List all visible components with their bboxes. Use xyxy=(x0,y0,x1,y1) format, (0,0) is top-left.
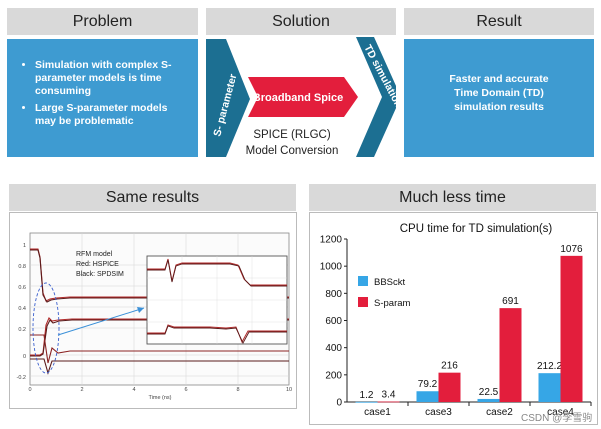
mid-trace xyxy=(30,334,289,364)
waveform-legend-line1: RFM model xyxy=(76,251,113,258)
bar-chart-box: CPU time for TD simulation(s) 0 200 400 600… xyxy=(309,212,598,425)
bar-s-param-case4 xyxy=(560,255,583,402)
bar-bbsckt-case2 xyxy=(477,398,500,402)
chart-legend: BBSckt S-param xyxy=(358,276,411,309)
solution-diagram: S- parameter TD simulation Broadband Spi… xyxy=(206,37,405,159)
waveform-legend-line3: Black: SPDSIM xyxy=(76,271,124,278)
solution-header: Solution xyxy=(206,8,396,35)
zoom-pointer-arrow xyxy=(57,307,145,336)
legend-swatch-sparam xyxy=(358,297,368,307)
data-label-s-param-case3: 216 xyxy=(441,361,458,372)
bar-bbsckt-case3 xyxy=(416,391,439,402)
result-line-2: Time Domain (TD) xyxy=(454,87,544,99)
data-label-s-param-case1: 3.4 xyxy=(382,390,396,401)
y-tick-label-1000: 1000 xyxy=(320,262,343,273)
waveform-legend-line2: Red: HSPICE xyxy=(76,261,119,268)
result-panel: Faster and accurate Time Domain (TD) sim… xyxy=(404,39,594,157)
x-tick-6: 6 xyxy=(184,387,187,393)
data-label-bbsckt-case4: 212.2 xyxy=(537,361,562,372)
legend-swatch-bbsckt xyxy=(358,276,368,286)
cpu-time-bar-chart: CPU time for TD simulation(s) 0 200 400 600… xyxy=(320,223,592,418)
x-tick-label-case2: case2 xyxy=(486,407,513,418)
x-axis-label: Time (ns) xyxy=(148,395,171,401)
waveform-plot-box: 1 0.8 0.6 0.4 0.2 0 -0.2 0 2 4 6 8 10 Ti… xyxy=(9,212,297,409)
result-line-1: Faster and accurate xyxy=(449,73,549,85)
y-tick-minus-0.2: -0.2 xyxy=(17,375,26,381)
s-parameter-chevron xyxy=(206,39,250,157)
y-tick-0: 0 xyxy=(23,354,26,360)
chart-title: CPU time for TD simulation(s) xyxy=(400,223,553,235)
legend-label-sparam: S-param xyxy=(374,298,411,309)
watermark: CSDN @李雪驹 xyxy=(521,413,593,424)
bar-bbsckt-case1 xyxy=(355,401,378,403)
y-tick-label-600: 600 xyxy=(325,316,342,327)
bottom-trace xyxy=(30,358,289,375)
broadband-spice-label: Broadband Spice xyxy=(253,92,343,104)
lower-trace-red xyxy=(30,317,289,356)
highlight-ellipse xyxy=(32,282,60,374)
x-tick-label-case3: case3 xyxy=(425,407,452,418)
result-line-3: simulation results xyxy=(454,101,544,113)
bar-s-param-case2 xyxy=(499,308,522,402)
same-results-header: Same results xyxy=(9,184,296,211)
upper-trace-dark xyxy=(30,249,289,303)
y-tick-label-1200: 1200 xyxy=(320,235,343,246)
y-tick-label-800: 800 xyxy=(325,289,342,300)
solution-arrows: S- parameter TD simulation Broadband Spi… xyxy=(206,37,405,157)
x-tick-label-case1: case1 xyxy=(364,407,391,418)
zoom-pointer-arrowhead xyxy=(137,307,144,313)
data-label-bbsckt-case1: 1.2 xyxy=(360,390,374,401)
conversion-caption-line2: Model Conversion xyxy=(246,145,339,157)
broadband-spice-arrow xyxy=(248,77,358,117)
inset-trace-dark xyxy=(147,259,287,287)
waveform-plot: 1 0.8 0.6 0.4 0.2 0 -0.2 0 2 4 6 8 10 Ti… xyxy=(17,232,292,401)
zoom-inset xyxy=(146,255,288,345)
y-tick-1: 1 xyxy=(23,243,26,249)
x-tick-2: 2 xyxy=(80,387,83,393)
problem-bullet-2: Large S-parameter models may be problema… xyxy=(35,102,190,128)
data-label-bbsckt-case3: 79.2 xyxy=(418,379,438,390)
problem-panel: Simulation with complex S-parameter mode… xyxy=(7,39,198,157)
x-tick-10: 10 xyxy=(286,387,292,393)
data-label-s-param-case4: 1076 xyxy=(560,244,583,255)
waveform-traces xyxy=(30,248,289,375)
problem-bullet-list: Simulation with complex S-parameter mode… xyxy=(19,59,190,128)
y-tick-0.4: 0.4 xyxy=(18,306,26,312)
td-simulation-chevron xyxy=(356,37,401,157)
y-tick-label-200: 200 xyxy=(325,370,342,381)
bar-s-param-case1 xyxy=(377,401,400,403)
legend-label-bbsckt: BBSckt xyxy=(374,277,406,288)
y-tick-label-400: 400 xyxy=(325,343,342,354)
y-tick-0.2: 0.2 xyxy=(18,327,26,333)
data-label-bbsckt-case2: 22.5 xyxy=(479,387,499,398)
y-tick-label-0: 0 xyxy=(336,398,342,409)
x-tick-0: 0 xyxy=(28,387,31,393)
x-tick-8: 8 xyxy=(236,387,239,393)
y-tick-0.6: 0.6 xyxy=(18,285,26,291)
bar-bbsckt-case4 xyxy=(538,373,561,402)
much-less-time-header: Much less time xyxy=(309,184,596,211)
lower-trace-dark xyxy=(30,319,289,357)
y-tick-0.8: 0.8 xyxy=(18,264,26,270)
inset-trace-lower-dark xyxy=(147,325,287,344)
x-tick-4: 4 xyxy=(132,387,135,393)
problem-bullet-1: Simulation with complex S-parameter mode… xyxy=(35,59,190,98)
conversion-caption-line1: SPICE (RLGC) xyxy=(253,129,330,141)
problem-header: Problem xyxy=(7,8,198,35)
bar-s-param-case3 xyxy=(438,372,461,402)
result-header: Result xyxy=(404,8,594,35)
data-label-s-param-case2: 691 xyxy=(502,296,519,307)
x-tick-label-case4: case4 xyxy=(547,407,574,418)
